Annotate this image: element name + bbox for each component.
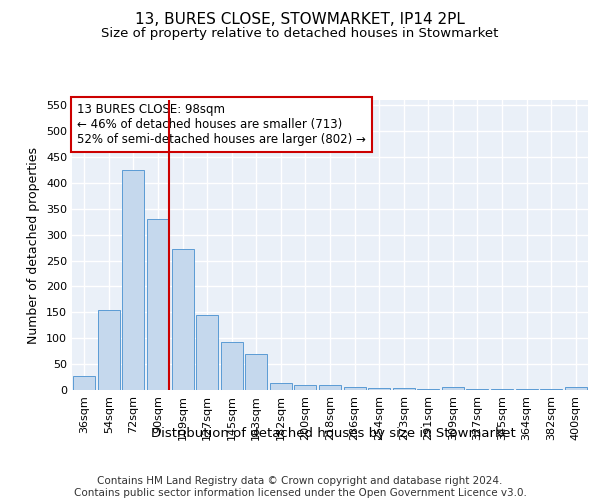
- Bar: [295, 385, 316, 390]
- Bar: [98, 310, 120, 390]
- Text: Size of property relative to detached houses in Stowmarket: Size of property relative to detached ho…: [101, 28, 499, 40]
- Bar: [368, 388, 390, 390]
- Bar: [466, 389, 488, 390]
- Bar: [73, 376, 95, 390]
- Bar: [270, 384, 292, 390]
- Text: 13, BURES CLOSE, STOWMARKET, IP14 2PL: 13, BURES CLOSE, STOWMARKET, IP14 2PL: [135, 12, 465, 28]
- Bar: [122, 170, 145, 390]
- Bar: [245, 354, 268, 390]
- Bar: [172, 249, 194, 390]
- Bar: [196, 315, 218, 390]
- Y-axis label: Number of detached properties: Number of detached properties: [28, 146, 40, 344]
- Bar: [540, 389, 562, 390]
- Bar: [319, 385, 341, 390]
- Text: Contains HM Land Registry data © Crown copyright and database right 2024.
Contai: Contains HM Land Registry data © Crown c…: [74, 476, 526, 498]
- Bar: [515, 389, 538, 390]
- Bar: [221, 342, 243, 390]
- Text: Distribution of detached houses by size in Stowmarket: Distribution of detached houses by size …: [151, 428, 515, 440]
- Bar: [417, 389, 439, 390]
- Bar: [147, 219, 169, 390]
- Bar: [344, 388, 365, 390]
- Text: 13 BURES CLOSE: 98sqm
← 46% of detached houses are smaller (713)
52% of semi-det: 13 BURES CLOSE: 98sqm ← 46% of detached …: [77, 103, 366, 146]
- Bar: [392, 388, 415, 390]
- Bar: [491, 389, 513, 390]
- Bar: [442, 388, 464, 390]
- Bar: [565, 388, 587, 390]
